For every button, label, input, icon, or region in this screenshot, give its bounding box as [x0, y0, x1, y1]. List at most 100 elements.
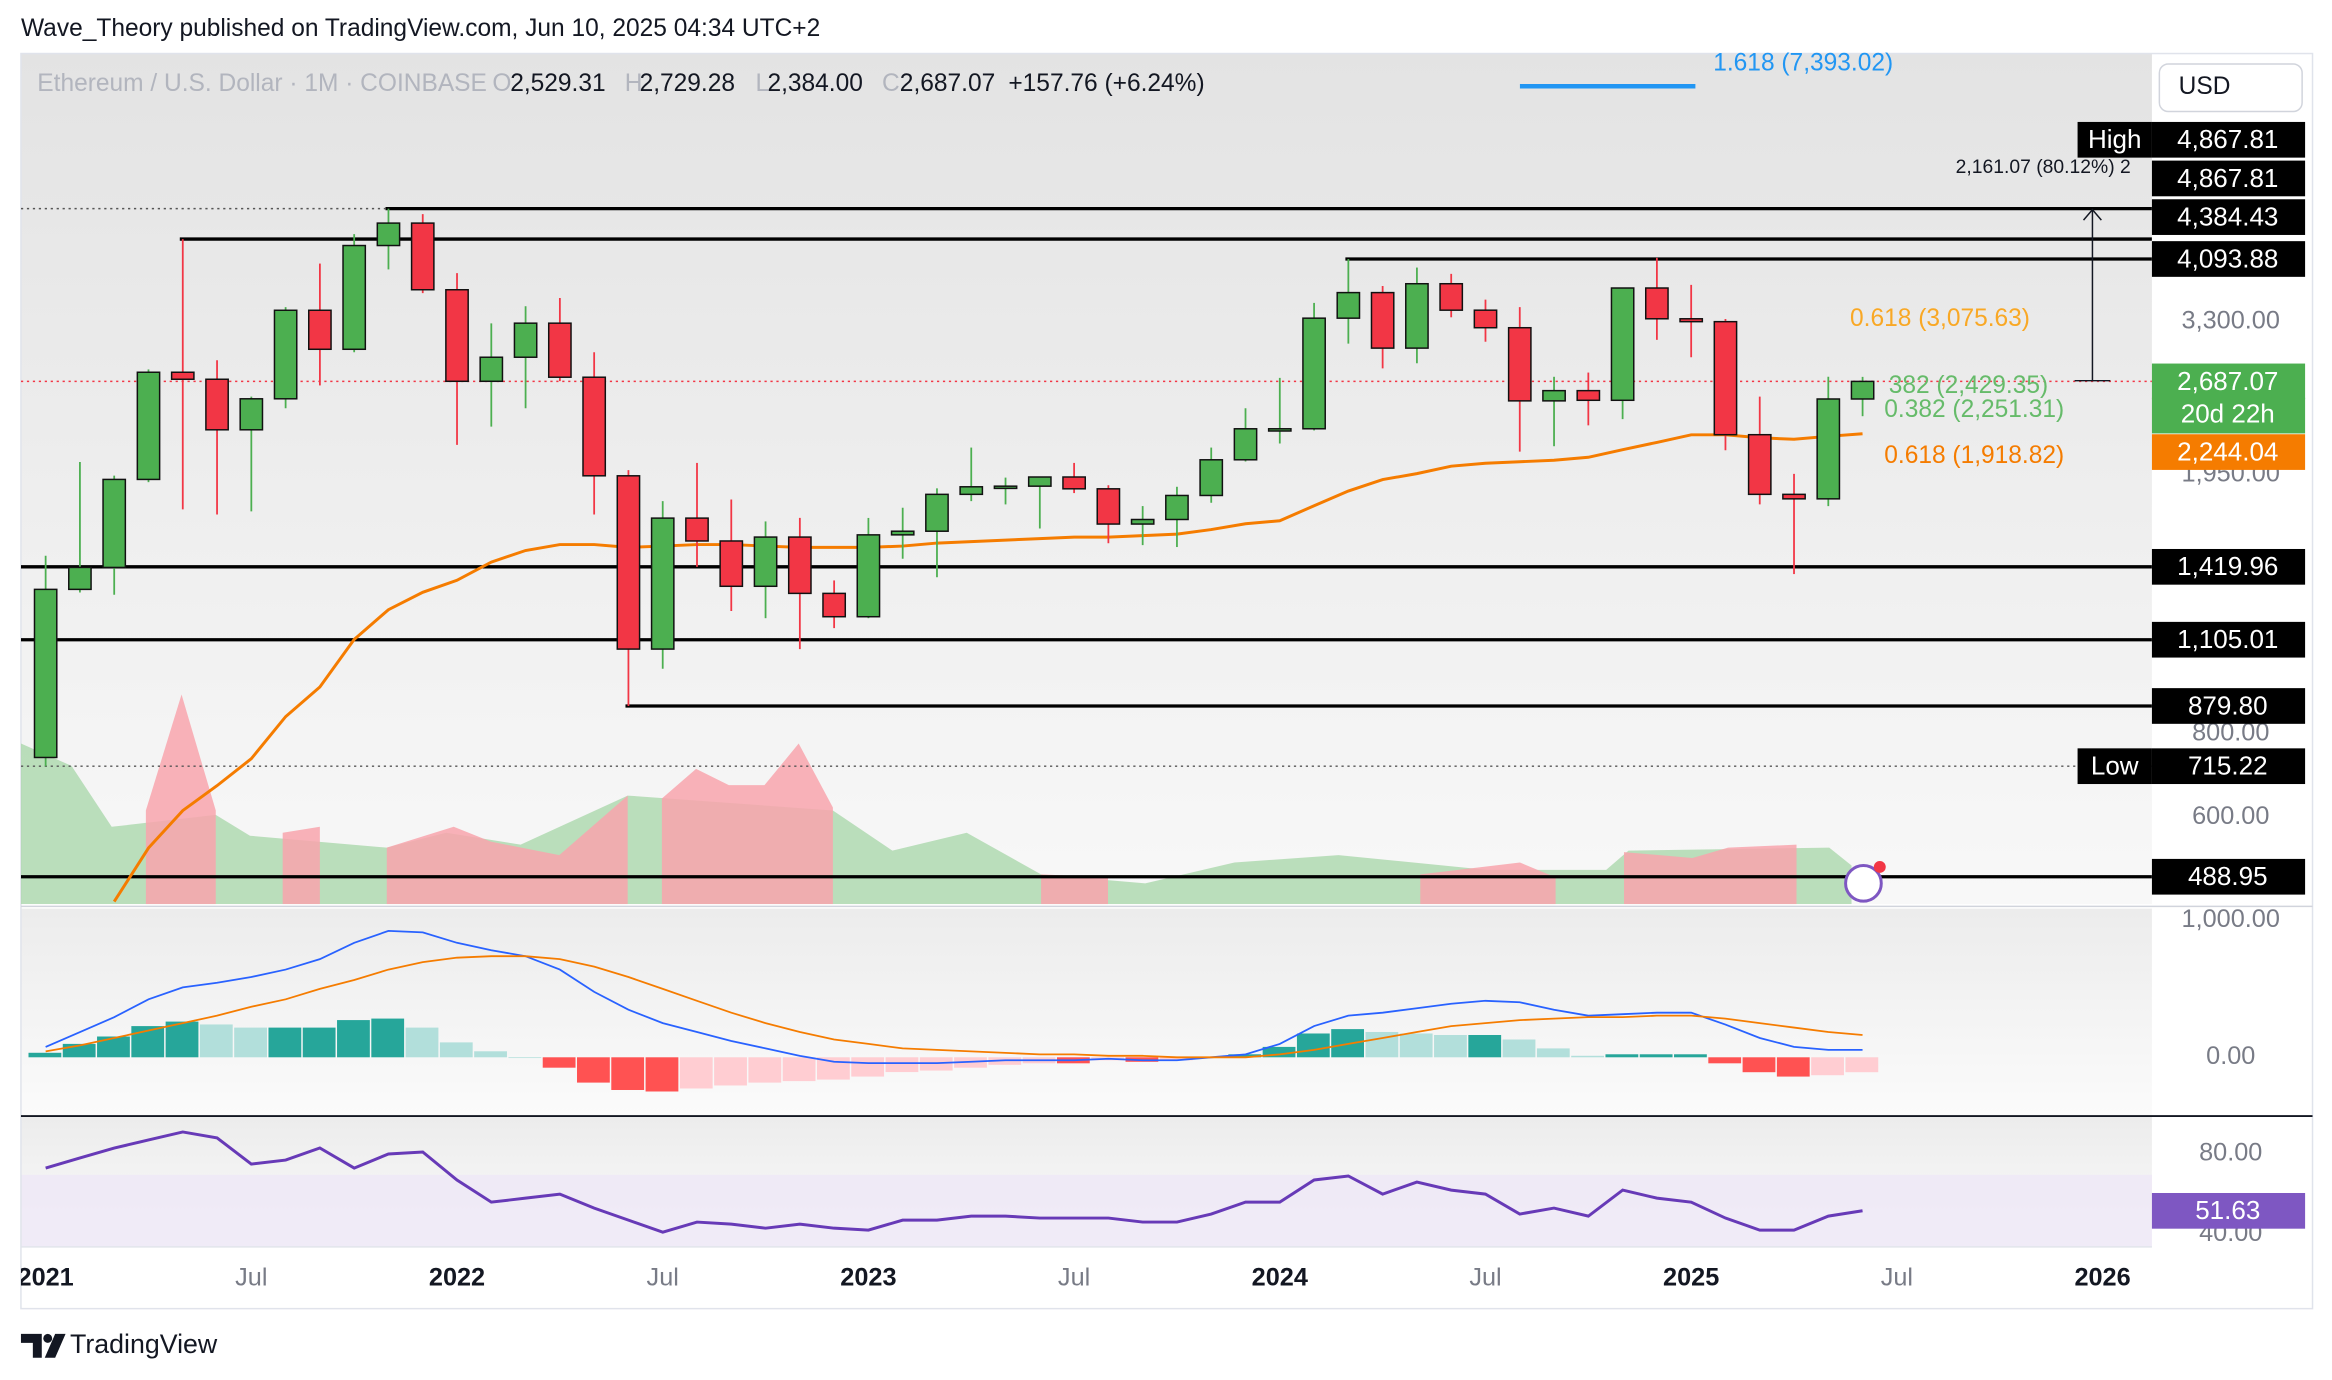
candle-body [925, 493, 949, 532]
candle-body [1610, 287, 1635, 402]
candle-body [205, 378, 229, 431]
price-tag-sub-box [2151, 397, 2306, 434]
volume-area-down [1624, 844, 1797, 905]
price-tag [2151, 1192, 2306, 1229]
symbol: Ethereum / U.S. Dollar · 1M · COINBASE [37, 70, 487, 97]
candle-body [1096, 488, 1121, 525]
macd-histogram-bar [611, 1057, 645, 1090]
x-tick-label: 2022 [429, 1264, 485, 1292]
macd-histogram-bar [1811, 1057, 1844, 1076]
macd-histogram-bar [508, 1057, 542, 1059]
price-tag [2151, 621, 2306, 658]
candle-body [1782, 493, 1806, 500]
volume-area-down [1041, 874, 1109, 905]
time-axis: 2021 Jul 2022 Jul 2023 Jul 2024 Jul 2025 Jul 2026 [18, 1264, 2131, 1292]
macd-histogram-bar [28, 1052, 62, 1058]
macd-histogram-bar [371, 1018, 405, 1058]
legend-key: L [756, 70, 770, 97]
macd-histogram-bar [97, 1036, 130, 1058]
price-tag-sub: 20d 22h [2181, 398, 2275, 428]
candle-body [582, 376, 607, 477]
macd-histogram-bar [1776, 1057, 1810, 1077]
main-plot [20, 207, 2152, 903]
candle-body [1850, 380, 1875, 400]
macd-histogram-bar [542, 1057, 576, 1068]
macd-histogram-bar [1434, 1034, 1467, 1058]
candle-body [376, 222, 401, 247]
candle-body [1439, 282, 1464, 311]
macd-histogram-bar [1502, 1039, 1536, 1058]
price-tag-caption-box [2077, 121, 2152, 158]
macd-plot [28, 930, 1879, 1092]
candle-body [1370, 291, 1395, 349]
candle-body [1542, 389, 1566, 402]
price-tag-label: 2,244.04 [2177, 436, 2278, 466]
macd-histogram-bar [679, 1057, 713, 1089]
volume-area-down [661, 743, 833, 905]
volume-area-down [1420, 862, 1556, 905]
candle-body [1747, 433, 1772, 496]
legend-key: H [625, 70, 643, 97]
alert-icon[interactable] [1844, 863, 1883, 903]
candle-body [136, 371, 161, 481]
macd-histogram-bar [1571, 1055, 1604, 1058]
x-tick-label: Jul [1881, 1264, 1913, 1292]
fib-label: 0.618 (3,075.63) [1850, 305, 2030, 332]
price-tag [2151, 160, 2306, 197]
price-tag [2151, 548, 2306, 585]
macd-histogram-bar [1639, 1054, 1673, 1058]
candle-body [307, 309, 332, 351]
y-tick-label: 600.00 [2192, 802, 2269, 830]
price-tag [2151, 363, 2306, 400]
macd-histogram-bar [782, 1057, 816, 1082]
macd-histogram-bar [1228, 1054, 1262, 1058]
price-axis: 3,300.001,950.00800.00600.001,000.000.00… [2077, 121, 2306, 1247]
macd-histogram-bar [1845, 1057, 1879, 1073]
candle-body [102, 478, 127, 569]
volume-area-down [282, 826, 320, 905]
macd-histogram-bar [199, 1024, 233, 1058]
alert-dot [1873, 861, 1886, 873]
macd-histogram-bar [645, 1057, 679, 1092]
candle-body [1576, 389, 1601, 402]
legend-key: C [882, 70, 900, 97]
candle-body [856, 534, 881, 618]
macd-histogram-bar [1536, 1048, 1570, 1058]
candle-body [822, 592, 847, 618]
macd-histogram-bar [474, 1051, 507, 1058]
legend-change: +157.76 (+6.24%) [1008, 70, 1204, 97]
price-tag [2151, 199, 2306, 235]
macd-histogram-bar [816, 1057, 850, 1080]
currency-button[interactable] [2158, 63, 2303, 113]
sma-line [112, 432, 1863, 903]
price-tag [2151, 434, 2306, 470]
rsi-plot [45, 1130, 1863, 1234]
candle-body [1679, 318, 1704, 323]
price-tag-label: 2,687.07 [2177, 366, 2278, 396]
signal-line [45, 955, 1863, 1059]
candle-body [1405, 282, 1429, 349]
x-tick-label: 2021 [18, 1264, 74, 1292]
price-tag-label: 4,093.88 [2177, 243, 2278, 273]
price-tag-caption-box [2077, 748, 2152, 785]
macd-histogram-bar [1708, 1057, 1742, 1064]
candle-body [1199, 459, 1224, 497]
candle-body [68, 566, 92, 591]
x-tick-label: Jul [235, 1264, 267, 1292]
price-tag-label: 1,419.96 [2177, 551, 2278, 581]
macd-tick-label: 1,000.00 [2182, 905, 2280, 933]
candle-body [547, 322, 572, 378]
macd-histogram-bar [1399, 1033, 1433, 1058]
fib-label: 0.382 (2,251.31) [1884, 396, 2064, 423]
x-tick-label: 2026 [2074, 1264, 2130, 1292]
x-tick-label: 2025 [1663, 1264, 1719, 1292]
main-pane [20, 53, 2152, 905]
candle-body [273, 309, 298, 400]
candle-body [719, 540, 744, 588]
frame [20, 52, 2314, 1310]
candle-body [342, 244, 367, 351]
macd-histogram-bar [268, 1027, 302, 1058]
candle-body [1644, 287, 1669, 320]
